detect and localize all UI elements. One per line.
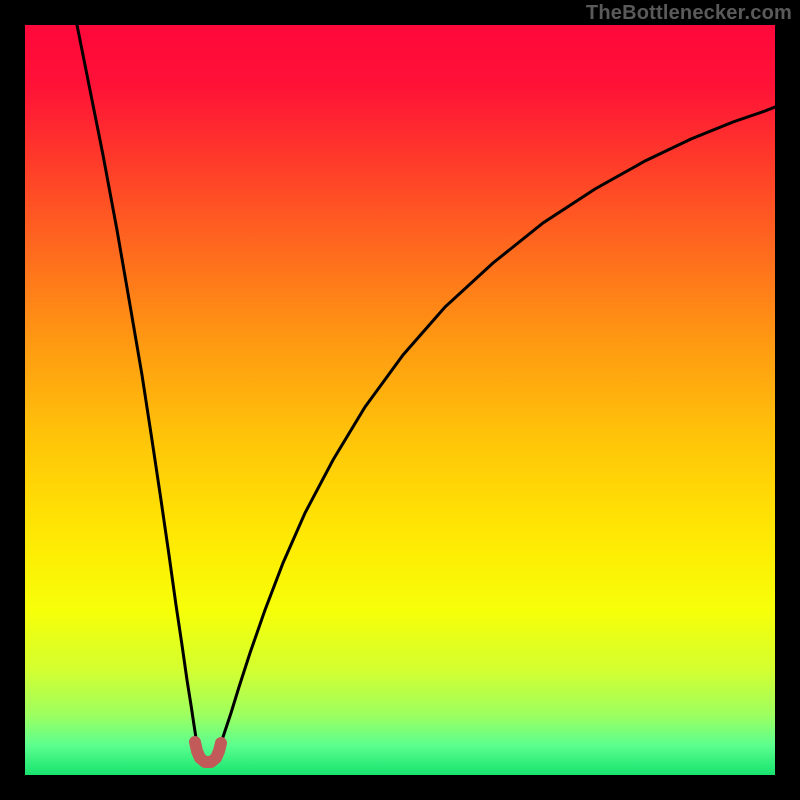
bottleneck-curve-left [77, 25, 199, 752]
watermark-text: TheBottlenecker.com [586, 2, 792, 25]
outer-frame: TheBottlenecker.com [0, 0, 800, 800]
valley-marker [195, 742, 221, 762]
curve-layer [25, 25, 775, 775]
plot-area [25, 25, 775, 775]
bottleneck-curve-right [218, 107, 775, 752]
